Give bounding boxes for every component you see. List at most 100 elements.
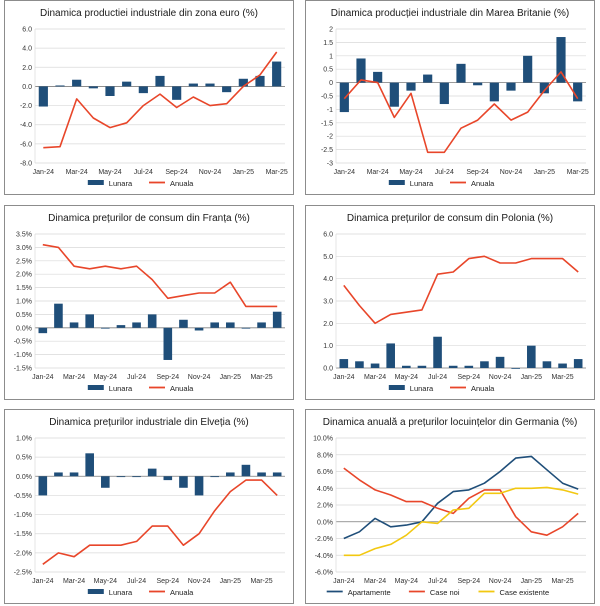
bar-lunara [238, 78, 248, 87]
y-tick-label: -1.0% [14, 352, 32, 359]
bar-lunara [147, 468, 157, 477]
chart-panel-uk-industrial-production: Dinamica producției industriale din Mare… [305, 0, 595, 195]
x-tick-label: Mar-25 [266, 169, 288, 176]
bar-lunara [55, 85, 65, 87]
x-tick-label: Sep-24 [458, 578, 481, 585]
bar-lunara [69, 322, 79, 328]
bar-lunara [539, 82, 549, 94]
y-tick-label: 0.0 [22, 84, 32, 91]
chart-canvas: -2.5% -2.0% -1.5% -1.0% -0.5% 0.0% 0.5% 1.0% Jan… [14, 436, 285, 597]
y-tick-label: 2.0 [323, 321, 333, 328]
x-tick-label: Jan-25 [220, 578, 242, 585]
x-tick-label: Jan-24 [333, 374, 355, 381]
bar-lunara [226, 322, 235, 328]
bar-lunara [506, 82, 516, 91]
x-tick-label: May-24 [399, 169, 422, 176]
x-tick-label: Jul-24 [127, 374, 146, 381]
x-tick-label: Jan-25 [521, 374, 543, 381]
y-tick-label: -2.0% [315, 536, 333, 543]
chart-panel-france-cpi: Dinamica prețurilor de consum din Franța… [4, 205, 294, 400]
x-tick-label: Mar-24 [364, 578, 386, 585]
y-tick-label: -0.5% [14, 339, 32, 346]
bar-lunara [558, 363, 567, 368]
bar-lunara [511, 368, 520, 369]
x-tick-label: Nov-24 [500, 169, 523, 176]
legend-label: Lunara [109, 384, 133, 393]
series-line-case-existente [343, 486, 579, 557]
legend-label: Anuala [170, 384, 194, 393]
y-tick-label: -0.5% [14, 493, 32, 500]
bar-lunara [54, 303, 63, 328]
bar-lunara [402, 365, 411, 368]
y-tick-label: 3.5% [16, 232, 32, 239]
legend-label: Lunara [410, 179, 434, 188]
bar-lunara [122, 81, 132, 87]
x-tick-label: May-24 [395, 578, 418, 585]
x-tick-label: Nov-24 [188, 374, 211, 381]
y-tick-label: 1 [329, 53, 333, 60]
y-tick-label: 0.0% [16, 474, 32, 481]
bar-lunara [370, 363, 380, 368]
y-tick-label: 1.5% [16, 285, 32, 292]
x-tick-label: Sep-24 [157, 578, 180, 585]
y-tick-label: -2.5 [321, 147, 333, 154]
x-tick-label: Jan-25 [220, 374, 242, 381]
bar-lunara [356, 58, 366, 83]
x-tick-label: Nov-24 [199, 169, 222, 176]
bar-lunara [464, 365, 474, 368]
x-tick-label: Mar-25 [567, 169, 589, 176]
bar-lunara [480, 361, 489, 368]
y-tick-label: 4.0 [22, 46, 32, 53]
bar-lunara [194, 476, 204, 496]
legend-label: Anuala [170, 179, 194, 188]
bar-lunara [54, 472, 63, 477]
x-tick-label: May-24 [94, 578, 117, 585]
bar-lunara [163, 476, 173, 481]
bar-lunara [573, 359, 583, 368]
x-tick-label: Sep-24 [157, 374, 180, 381]
series-line-anuala [42, 479, 278, 565]
legend-label: Lunara [109, 179, 133, 188]
bar-lunara [448, 365, 458, 368]
y-tick-label: -2.5% [14, 570, 32, 577]
legend-label: Anuala [471, 179, 495, 188]
bar-lunara [373, 71, 383, 83]
x-tick-label: Jul-24 [428, 578, 447, 585]
x-tick-label: Mar-25 [551, 374, 573, 381]
x-tick-label: Jul-24 [127, 578, 146, 585]
bar-lunara [116, 476, 126, 478]
bar-lunara [69, 472, 79, 477]
legend-swatch-lunara [87, 589, 104, 594]
y-tick-label: -6.0% [315, 570, 333, 577]
x-tick-label: Mar-25 [250, 578, 272, 585]
bar-lunara [101, 476, 110, 488]
bar-lunara [272, 61, 282, 87]
bar-lunara [85, 453, 94, 477]
bar-lunara [423, 74, 433, 83]
y-tick-label: 2.5% [16, 258, 32, 265]
chart-panel-germany-house-prices: Dinamica anuală a prețurilor locuințelor… [305, 409, 595, 604]
bar-lunara [147, 314, 157, 328]
x-tick-label: Jul-24 [428, 374, 447, 381]
bar-lunara [489, 82, 499, 102]
bar-lunara [38, 327, 48, 334]
y-tick-label: -2.0% [14, 550, 32, 557]
bar-lunara [116, 325, 126, 328]
bar-lunara [389, 82, 399, 107]
y-tick-label: 6.0 [22, 27, 32, 34]
y-tick-label: 0.0% [16, 325, 32, 332]
x-tick-label: Jul-24 [134, 169, 153, 176]
x-tick-label: Jan-24 [32, 578, 54, 585]
chart-title: Dinamica prețurilor de consum din Poloni… [346, 213, 554, 224]
y-tick-label: -1.5 [321, 120, 333, 127]
x-tick-label: Nov-24 [489, 578, 512, 585]
x-tick-label: Mar-24 [367, 169, 389, 176]
x-tick-label: May-24 [94, 374, 117, 381]
bar-lunara [194, 327, 204, 331]
y-tick-label: -1.0% [14, 512, 32, 519]
y-tick-label: 1.5 [323, 40, 333, 47]
bar-lunara [132, 476, 141, 478]
bar-lunara [132, 322, 141, 328]
x-tick-label: Jan-25 [521, 578, 543, 585]
series-line-anuala [343, 71, 579, 154]
